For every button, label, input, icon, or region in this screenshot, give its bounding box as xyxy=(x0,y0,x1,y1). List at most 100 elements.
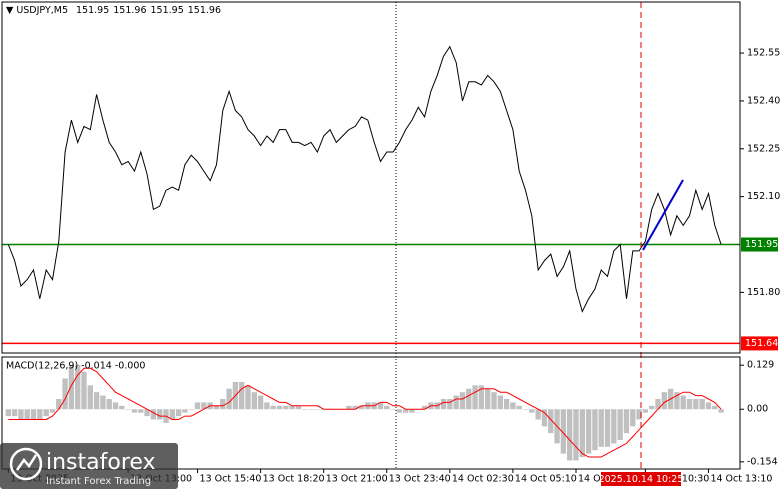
macd-bar xyxy=(579,409,585,458)
main-panel-frame xyxy=(1,1,741,354)
macd-bar xyxy=(11,409,18,417)
macd-bar xyxy=(56,399,62,410)
macd-bar xyxy=(630,409,636,427)
macd-bar xyxy=(251,392,257,410)
macd-bar xyxy=(346,405,352,410)
macd-bar xyxy=(516,405,522,410)
macd-bar xyxy=(239,381,245,410)
macd-bar xyxy=(30,409,37,420)
macd-bar xyxy=(510,402,516,410)
macd-bar xyxy=(68,364,75,410)
macd-bar xyxy=(592,409,598,451)
macd-bar xyxy=(384,405,390,410)
x-tick-label: 13 Oct 21:00 xyxy=(326,474,388,485)
macd-bar xyxy=(75,364,81,410)
macd-bar xyxy=(289,405,295,410)
crosshair-label: 2025.10.14 10:25 xyxy=(599,474,684,485)
macd-bar xyxy=(245,385,251,410)
macd-bar xyxy=(661,392,667,410)
macd-bar xyxy=(693,399,699,410)
overlay: ▼ USDJPY,M5 151.95 151.96 151.95 151.96 MACD… xyxy=(0,1,741,489)
macd-bar xyxy=(705,402,712,410)
y-tick-label: 152.25 xyxy=(747,143,780,154)
macd-bar xyxy=(226,388,232,410)
macd-bar xyxy=(314,409,321,410)
macd-bar xyxy=(276,405,283,410)
watermark-tagline: Instant Forex Trading xyxy=(46,476,151,487)
x-tick-label: 13 Oct 23:40 xyxy=(389,474,451,485)
level-label-box xyxy=(741,336,778,351)
macd-bar xyxy=(157,409,163,420)
header: ▼ USDJPY,M5 151.95 151.96 151.95 151.96 xyxy=(6,5,221,16)
macd-bar xyxy=(169,409,175,420)
macd-bar xyxy=(220,399,226,410)
macd-bar xyxy=(396,409,403,413)
level-label-box xyxy=(741,237,778,252)
macd-bar xyxy=(283,405,289,410)
macd-bar xyxy=(466,388,472,410)
macd-bar xyxy=(522,409,529,410)
y-tick-label: 152.40 xyxy=(747,95,780,106)
macd-bar xyxy=(598,409,604,447)
macd-bar xyxy=(112,402,119,410)
macd-bar xyxy=(264,402,270,410)
macd-bar xyxy=(478,385,485,410)
macd-bar xyxy=(636,409,642,420)
macd-bar xyxy=(503,399,510,410)
signal-line xyxy=(8,367,722,458)
macd-bar xyxy=(100,395,106,410)
symbol-title: USDJPY,M5 xyxy=(16,5,68,16)
y-tick-label: -0.154 xyxy=(747,456,778,467)
ohlc-high: 151.96 xyxy=(113,5,146,16)
macd-bar xyxy=(18,409,24,420)
macd-bar xyxy=(213,405,220,410)
macd-bar xyxy=(106,399,112,410)
macd-bar xyxy=(718,409,724,413)
macd-bar xyxy=(623,409,630,434)
ohlc-low: 151.95 xyxy=(151,5,184,16)
crosshair-label-box xyxy=(601,472,681,486)
macd-bar xyxy=(604,409,611,447)
macd-bar xyxy=(485,388,491,410)
x-tick-label: 13 Oct 18:20 xyxy=(263,474,325,485)
macd-bar xyxy=(49,409,56,413)
x-tick-label: 14 Oct 13:10 xyxy=(710,474,772,485)
y-tick-label: 152.55 xyxy=(747,48,780,59)
ohlc-close: 151.96 xyxy=(188,5,221,16)
macd-bar xyxy=(24,409,30,420)
macd-bar xyxy=(188,409,194,410)
macd-bar xyxy=(686,399,693,410)
macd-bar xyxy=(453,395,459,410)
macd-bar xyxy=(712,405,718,410)
macd-bar xyxy=(649,405,655,410)
macd-bar xyxy=(472,385,478,410)
macd-bar xyxy=(642,409,649,413)
x-tick-label: 14 Oct 02:30 xyxy=(452,474,514,485)
macd-bar xyxy=(459,392,466,410)
macd-bar xyxy=(674,392,680,410)
macd-bar xyxy=(377,402,384,410)
y-tick-label: 151.80 xyxy=(747,287,780,298)
y-tick-label: 0.129 xyxy=(747,360,774,371)
macd-bar xyxy=(655,399,661,410)
macd-bar xyxy=(535,409,541,420)
macd-bar xyxy=(585,409,592,454)
macd-bar xyxy=(308,409,314,410)
macd-bar xyxy=(131,409,138,413)
macd-bar xyxy=(541,409,548,427)
macd-bar xyxy=(529,409,535,413)
macd-bar xyxy=(150,409,157,420)
macd-bar xyxy=(119,405,125,410)
macd-bar xyxy=(270,405,276,410)
macd-bar xyxy=(491,392,497,410)
macd-bar xyxy=(62,378,68,410)
watermark-box xyxy=(0,443,178,489)
macd-bar xyxy=(5,409,11,417)
x-tick-label: 13 Oct 15:40 xyxy=(200,474,262,485)
macd-bar xyxy=(421,405,428,410)
macd-bar xyxy=(497,395,503,410)
macd-bar xyxy=(447,399,453,410)
macd-bar xyxy=(352,405,358,410)
macd-bar xyxy=(302,409,308,410)
